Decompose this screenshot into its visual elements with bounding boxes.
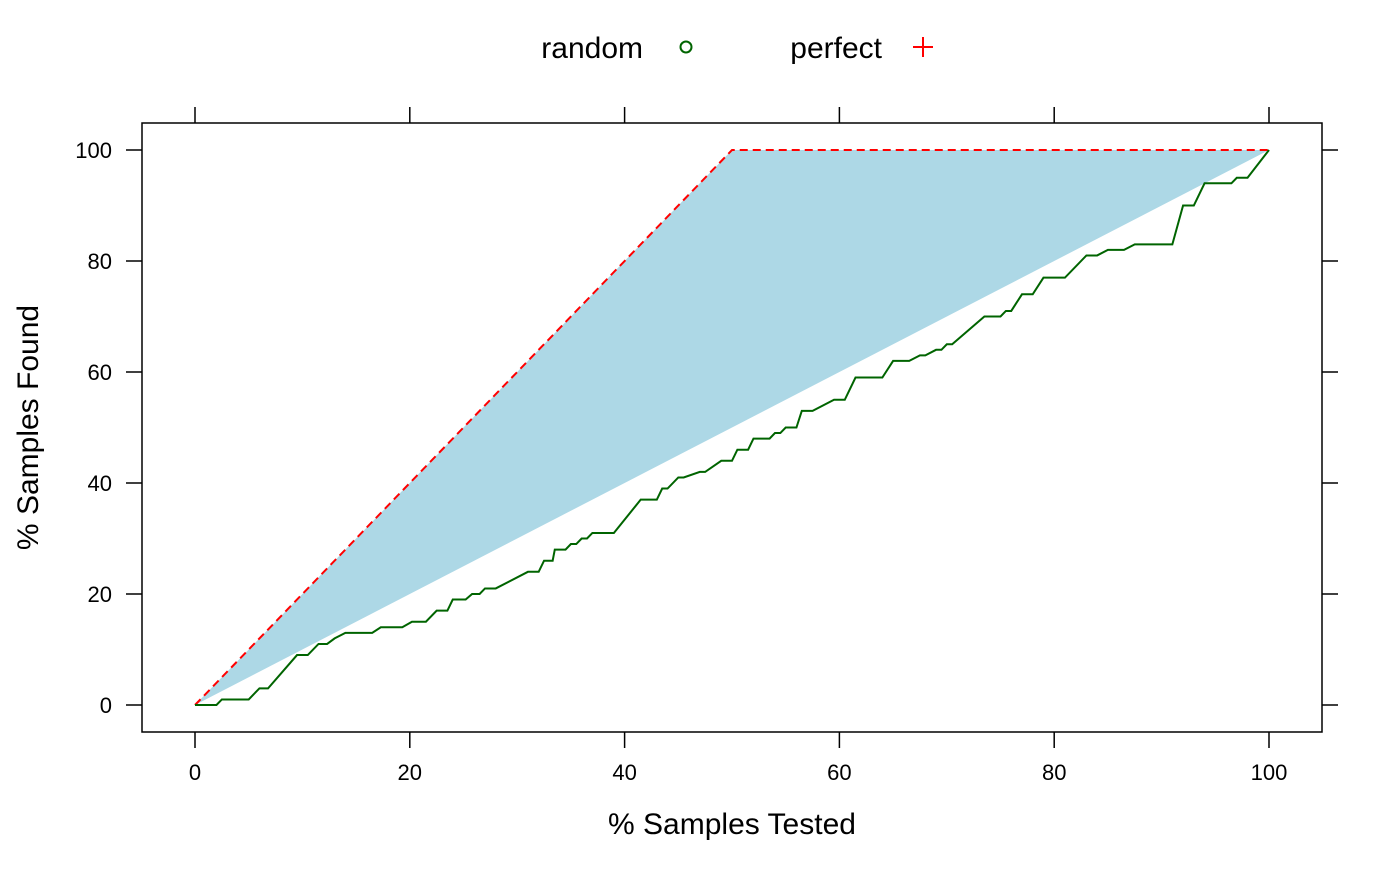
y-axis: 0 20 40 60 80 100	[75, 138, 1338, 718]
shaded-area	[195, 150, 1269, 705]
series-line-random	[195, 149, 1270, 706]
legend: random perfect	[541, 32, 933, 65]
legend-label-perfect: perfect	[790, 32, 882, 65]
x-tick-label: 80	[1042, 760, 1066, 785]
x-tick-label: 40	[612, 760, 636, 785]
series-line-perfect	[194, 149, 1269, 706]
x-axis-title: % Samples Tested	[608, 808, 856, 841]
legend-marker-circle	[679, 40, 693, 54]
y-tick-label: 20	[88, 582, 112, 607]
plot-frame	[141, 122, 1323, 733]
y-axis-title: % Samples Found	[12, 305, 45, 550]
y-tick-label: 80	[88, 249, 112, 274]
x-axis: 0 20 40 60 80 100	[189, 107, 1287, 785]
legend-label-random: random	[541, 32, 643, 65]
y-tick-label: 40	[88, 471, 112, 496]
x-tick-label: 20	[398, 760, 422, 785]
y-tick-label: 0	[100, 693, 112, 718]
series-layer	[194, 149, 1270, 706]
x-tick-label: 100	[1251, 760, 1288, 785]
x-tick-label: 0	[189, 760, 201, 785]
y-tick-label: 60	[88, 360, 112, 385]
x-tick-label: 60	[827, 760, 851, 785]
y-tick-label: 100	[75, 138, 112, 163]
legend-marker-plus	[913, 37, 933, 57]
